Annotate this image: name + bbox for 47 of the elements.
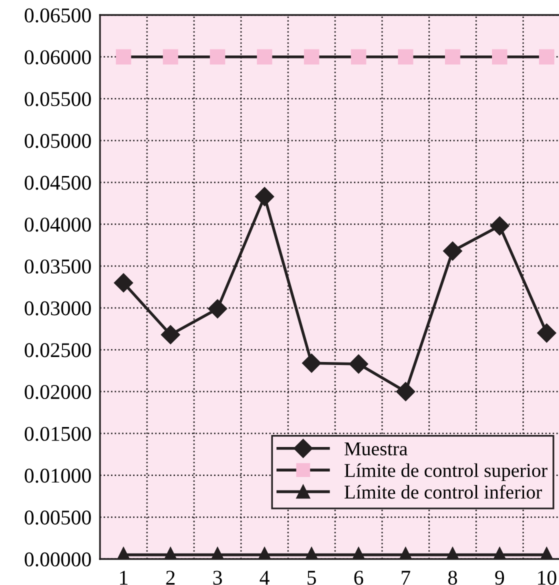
point [396, 382, 416, 402]
y-tick-label: 0.01000 [24, 468, 91, 483]
x-tick-label: 6 [354, 570, 364, 585]
y-tick-label: 0.06000 [24, 50, 91, 64]
y-tick-label: 0.05500 [24, 92, 91, 106]
x-tick-label: 9 [495, 570, 504, 585]
y-tick-label: 0.00000 [24, 552, 91, 567]
legend-label: Límite de control inferior [344, 484, 542, 499]
point [116, 49, 132, 64]
point [490, 216, 510, 236]
point [537, 323, 556, 343]
point [302, 354, 322, 373]
y-tick-label: 0.04000 [24, 218, 91, 232]
x-tick-label: 2 [166, 570, 175, 585]
y-tick-label: 0.04500 [24, 176, 91, 190]
y-tick-label: 0.06500 [24, 8, 91, 23]
point [114, 273, 134, 292]
point [398, 49, 414, 64]
point [255, 187, 274, 206]
x-tick-label: 1 [120, 570, 128, 585]
point [539, 49, 554, 64]
point [162, 49, 178, 64]
x-tick-label: 7 [402, 570, 410, 585]
y-tick-label: 0.03000 [24, 301, 91, 316]
x-tick-label: 5 [308, 570, 316, 585]
y-tick-label: 0.02500 [24, 343, 91, 358]
point [210, 49, 226, 64]
point [492, 49, 508, 64]
y-tick-label: 0.00500 [24, 510, 91, 525]
y-tick-label: 0.01500 [24, 426, 91, 441]
y-tick-label: 0.05000 [24, 134, 91, 148]
x-tick-label: 8 [448, 570, 458, 585]
point [349, 354, 368, 374]
y-tick-label: 0.02000 [24, 384, 91, 400]
x-tick-label: 10 [538, 570, 556, 585]
legend-label: Muestra [344, 442, 408, 456]
x-tick-label: 4 [260, 570, 270, 585]
legend-label: Límite de control superior [344, 463, 548, 482]
x-tick-label: 3 [213, 570, 222, 585]
point [256, 49, 272, 64]
point [350, 49, 366, 64]
point [304, 49, 320, 64]
y-tick-label: 0.03500 [24, 259, 91, 274]
point [160, 325, 180, 344]
point [443, 241, 462, 261]
point [208, 299, 228, 318]
point [444, 49, 460, 64]
